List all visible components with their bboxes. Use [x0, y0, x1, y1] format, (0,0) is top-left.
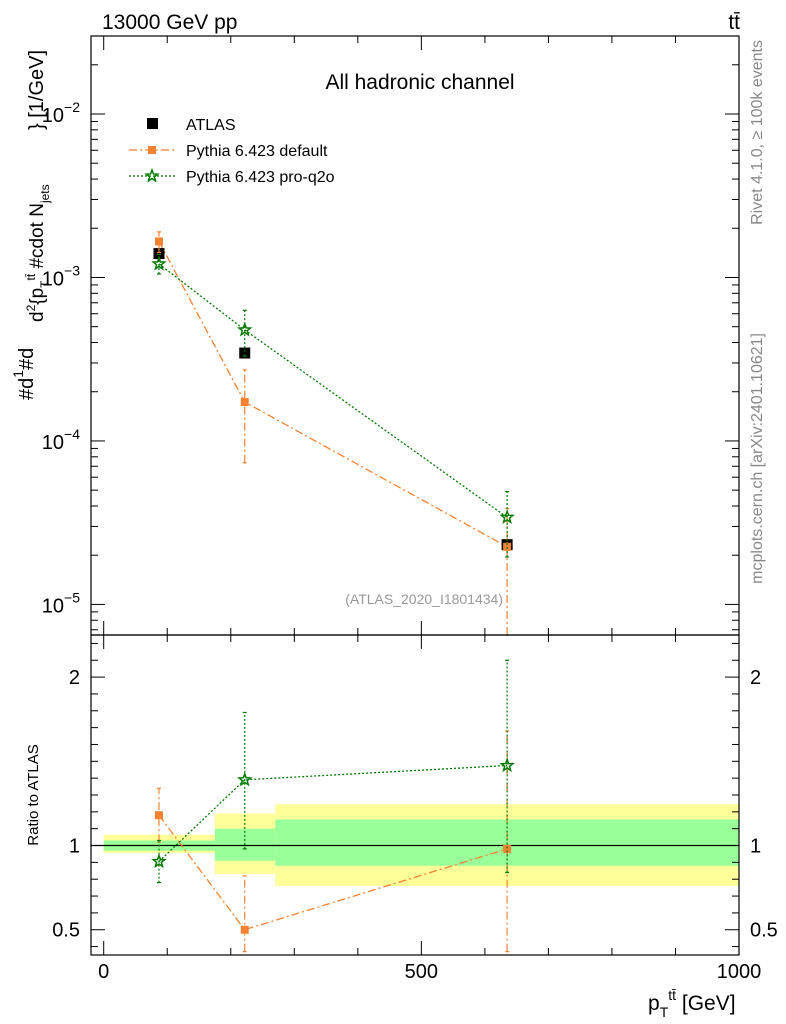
main-y-tick-label: 10−3	[42, 262, 80, 290]
legend-label-default: Pythia 6.423 default	[186, 143, 328, 160]
data-point-pythia-6-423-pro-q2o	[151, 255, 167, 271]
ratio-x-tick-label: 0	[98, 961, 109, 983]
ratio-frame	[90, 634, 740, 956]
data-point-pythia-6-423-default	[240, 398, 249, 407]
ratio-y-tick-label: 0.5	[52, 920, 80, 942]
ratio-y-tick-label: 1	[69, 836, 80, 858]
chart-title: All hadronic channel	[325, 71, 514, 94]
ratio-point-pythia-6-423-pro-q2o	[236, 771, 253, 787]
svg-text:d2{pTtt̄ #cdot Njets: d2{pTtt̄ #cdot Njets	[24, 184, 52, 322]
svg-text:#d1#d: #d1#d	[10, 348, 38, 400]
main-y-tick-label: 10−2	[42, 99, 80, 127]
data-point-pythia-6-423-default	[154, 237, 163, 246]
data-point-atlas	[239, 347, 251, 359]
x-axis-label: pTtt̄ [GeV]	[648, 987, 736, 1020]
ratio-point-pythia-6-423-default	[503, 844, 512, 853]
svg-text:} [1/GeV]: } [1/GeV]	[26, 50, 48, 130]
series-line-pythia-6-423-pro-q2o	[158, 263, 508, 518]
ratio-point-pythia-6-423-pro-q2o	[499, 757, 515, 773]
ratio-x-tick-label: 500	[405, 961, 438, 983]
analysis-watermark: (ATLAS_2020_I1801434)	[345, 591, 503, 607]
ratio-point-pythia-6-423-default	[154, 811, 163, 820]
ratio-y-tick-label-right: 1	[750, 836, 761, 858]
rivet-version-label: Rivet 4.1.0, ≥ 100k events	[749, 40, 766, 225]
legend: ATLAS Pythia 6.423 default Pythia 6.423 …	[129, 117, 335, 186]
main-y-tick-label: 10−4	[42, 426, 80, 454]
ratio-point-pythia-6-423-default	[240, 925, 249, 934]
data-point-atlas	[153, 248, 165, 260]
main-panel: 10−2 10−3 10−4 10−5 All hadronic channel (A…	[10, 35, 740, 636]
ratio-x-tick-label: 1000	[717, 961, 762, 983]
header-energy-label: 13000 GeV pp	[102, 11, 237, 34]
legend-label-proq2o: Pythia 6.423 pro-q2o	[186, 169, 335, 186]
main-y-tick-label: 10−5	[42, 589, 80, 617]
ratio-marks	[91, 659, 739, 953]
ratio-y-tick-label-right: 2	[750, 667, 761, 689]
main-y-axis-label: #d1#d d2{pTtt̄ #cdot Njets } [1/GeV]	[10, 50, 52, 400]
data-point-pythia-6-423-pro-q2o	[499, 509, 515, 524]
source-label: mcplots.cern.ch [arXiv:2401.10621]	[749, 333, 766, 584]
ratio-line-pythia-6-423-pro-q2o	[158, 764, 508, 862]
ratio-y-tick-label: 2	[69, 667, 80, 689]
ratio-line-pythia-6-423-default	[158, 814, 508, 931]
legend-label-atlas: ATLAS	[186, 117, 236, 134]
ratio-point-pythia-6-423-pro-q2o	[151, 853, 167, 869]
series-line-pythia-6-423-default	[158, 241, 508, 548]
header-process-label: tt̄	[728, 11, 740, 34]
ratio-y-tick-label-right: 0.5	[750, 920, 778, 942]
legend-marker-default	[148, 146, 156, 154]
main-axes: 10−2 10−3 10−4 10−5	[42, 35, 740, 635]
ratio-axes: 0 500 1000 0.5 0.5 1 1 2 2	[52, 635, 778, 983]
data-point-pythia-6-423-pro-q2o	[236, 321, 253, 337]
svg-text:pTtt̄ [GeV]: pTtt̄ [GeV]	[648, 987, 736, 1020]
legend-marker-proq2o	[144, 167, 160, 183]
ratio-y-axis-label: Ratio to ATLAS	[25, 744, 42, 845]
legend-marker-atlas	[147, 118, 158, 129]
legend-star-shape	[144, 167, 160, 183]
ratio-panel: 0 500 1000 0.5 0.5 1 1 2 2 Ratio to ATLAS pTtt̄ …	[25, 634, 778, 1020]
main-marks	[151, 231, 515, 636]
data-point-pythia-6-423-default	[503, 542, 512, 551]
